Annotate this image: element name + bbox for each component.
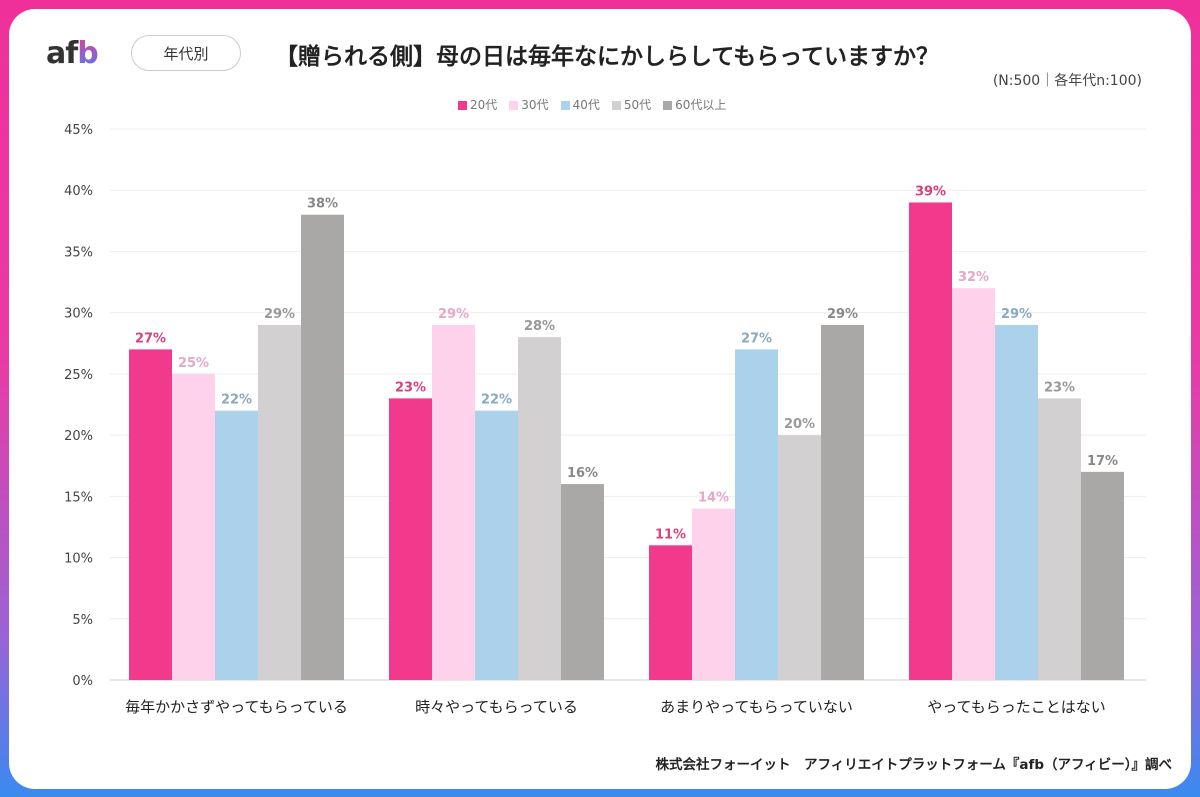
- bar: [129, 349, 172, 680]
- legend-label: 30代: [521, 98, 549, 112]
- y-tick-label: 30%: [64, 307, 93, 322]
- data-label: 28%: [524, 319, 555, 334]
- bar: [995, 324, 1038, 680]
- bar: [821, 324, 864, 680]
- source-credit: 株式会社フォーイット アフィリエイトプラットフォーム『afb（アフィビー）』調べ: [655, 757, 1172, 773]
- legend-label: 50代: [623, 98, 652, 112]
- data-label: 39%: [915, 184, 946, 199]
- data-label: 29%: [264, 307, 295, 322]
- bar: [735, 349, 778, 680]
- y-tick-label: 0%: [72, 674, 93, 689]
- y-tick-label: 10%: [64, 552, 93, 567]
- legend-item: 30代: [509, 96, 549, 113]
- legend-item: 40代: [560, 96, 600, 113]
- legend: 20代 30代 40代 50代 60代以上: [458, 96, 726, 113]
- data-label: 23%: [1044, 380, 1075, 395]
- bar: [952, 288, 995, 680]
- data-label: 20%: [784, 417, 815, 432]
- legend-label: 60代以上: [675, 98, 727, 112]
- y-tick-label: 15%: [64, 490, 93, 505]
- bar: [778, 435, 821, 680]
- legend-swatch: [611, 101, 621, 110]
- data-label: 27%: [135, 331, 166, 346]
- bar: [301, 214, 344, 680]
- sample-size-note: (N:500｜各年代n:100): [992, 73, 1142, 89]
- data-label: 22%: [481, 393, 512, 408]
- bar: [692, 508, 735, 680]
- data-label: 14%: [698, 491, 729, 506]
- y-tick-label: 40%: [64, 184, 93, 199]
- data-label: 29%: [1001, 307, 1032, 322]
- legend-item: 20代: [458, 96, 497, 113]
- bar: [172, 373, 215, 680]
- x-category-label: 毎年かかさずやってもらっている: [125, 698, 348, 716]
- data-label: 16%: [567, 466, 598, 481]
- data-label: 17%: [1087, 454, 1118, 469]
- age-group-filter-pill[interactable]: 年代別: [131, 35, 241, 71]
- y-tick-label: 25%: [64, 368, 93, 383]
- legend-swatch: [509, 101, 519, 110]
- y-tick-label: 20%: [64, 429, 93, 444]
- x-category-label: やってもらったことはない: [927, 698, 1106, 716]
- y-tick-label: 35%: [64, 245, 93, 260]
- bar: [475, 410, 518, 680]
- x-category-label: 時々やってもらっている: [415, 698, 578, 716]
- legend-swatch: [458, 101, 467, 110]
- legend-label: 20代: [470, 98, 498, 112]
- data-label: 23%: [395, 380, 426, 395]
- chart-title: 【贈られる側】母の日は毎年なにかしらしてもらっていますか？: [275, 44, 940, 70]
- data-label: 38%: [307, 197, 338, 212]
- legend-swatch: [560, 101, 570, 110]
- data-label: 32%: [958, 270, 989, 285]
- bar: [518, 337, 561, 680]
- bar: [432, 324, 475, 680]
- bar: [215, 410, 258, 680]
- bar: [909, 202, 952, 680]
- bar: [1081, 471, 1124, 680]
- bar: [561, 484, 604, 680]
- bar: [389, 398, 432, 680]
- y-tick-label: 45%: [64, 123, 93, 138]
- bar: [649, 545, 692, 680]
- legend-swatch: [663, 101, 673, 110]
- y-tick-label: 5%: [72, 613, 93, 628]
- data-label: 22%: [221, 393, 252, 408]
- data-label: 25%: [178, 356, 209, 371]
- legend-label: 40代: [572, 98, 600, 112]
- data-label: 29%: [438, 307, 469, 322]
- bar: [1038, 398, 1081, 680]
- bar: [258, 324, 301, 680]
- x-category-label: あまりやってもらっていない: [660, 698, 853, 716]
- legend-item: 50代: [611, 96, 652, 113]
- data-label: 29%: [827, 307, 858, 322]
- legend-item: 60代以上: [663, 96, 726, 113]
- data-label: 11%: [655, 527, 686, 542]
- afb-logo: afb: [46, 36, 99, 71]
- data-label: 27%: [741, 331, 772, 346]
